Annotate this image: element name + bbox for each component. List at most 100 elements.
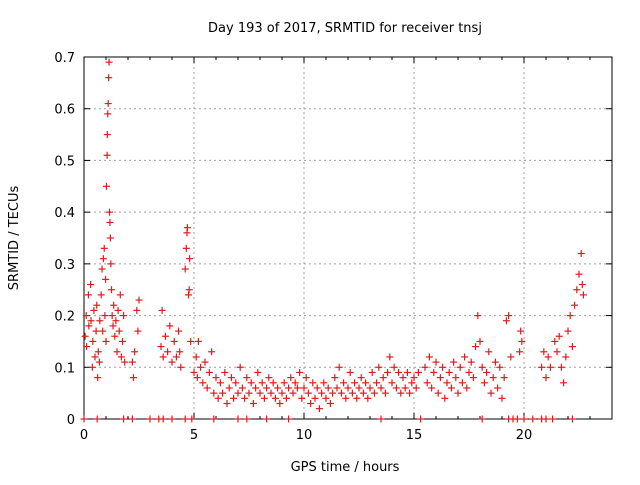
data-point [335, 363, 343, 371]
data-point [309, 379, 317, 387]
zero-point [181, 415, 189, 423]
data-point [540, 348, 548, 356]
data-point [101, 312, 109, 320]
zero-point [417, 415, 425, 423]
data-point [247, 379, 255, 387]
data-point [564, 327, 572, 335]
data-point [100, 244, 108, 252]
data-point [373, 379, 381, 387]
data-point [553, 348, 561, 356]
data-point [474, 312, 482, 320]
data-point [397, 389, 405, 397]
data-point [280, 379, 288, 387]
data-point [395, 368, 403, 376]
data-point [458, 379, 466, 387]
data-point [94, 348, 102, 356]
data-point [285, 384, 293, 392]
data-point [577, 250, 585, 258]
data-point [388, 379, 396, 387]
data-point [408, 379, 416, 387]
zero-point [568, 415, 576, 423]
data-point [232, 379, 240, 387]
data-point [447, 384, 455, 392]
data-point [348, 389, 356, 397]
data-point [225, 384, 233, 392]
data-point [117, 353, 125, 361]
data-point [87, 317, 95, 325]
data-point [94, 374, 102, 382]
data-point [498, 394, 506, 402]
data-point [168, 358, 176, 366]
data-point [478, 363, 486, 371]
zero-point [285, 415, 293, 423]
data-point [83, 343, 91, 351]
data-point [450, 358, 458, 366]
data-point [208, 348, 216, 356]
data-point [538, 363, 546, 371]
x-axis-title: GPS time / hours [291, 460, 400, 475]
data-point [95, 358, 103, 366]
zero-point [146, 415, 154, 423]
y-tick-label: 0 [67, 413, 75, 428]
data-points [80, 58, 587, 423]
data-point [88, 363, 96, 371]
data-point [115, 327, 123, 335]
data-point [494, 384, 502, 392]
data-point [463, 384, 471, 392]
zero-point [93, 415, 101, 423]
data-point [392, 384, 400, 392]
data-point [337, 389, 345, 397]
data-point [560, 379, 568, 387]
data-point [197, 363, 205, 371]
grid [84, 57, 612, 419]
data-point [92, 327, 100, 335]
data-point [386, 353, 394, 361]
data-point [105, 74, 113, 82]
data-point [193, 374, 201, 382]
data-point [454, 389, 462, 397]
data-point [82, 312, 90, 320]
data-point [172, 353, 180, 361]
x-tick-label: 5 [190, 428, 198, 443]
zero-point [549, 415, 557, 423]
data-point [104, 100, 112, 108]
data-point [245, 389, 253, 397]
data-point [557, 363, 565, 371]
chart-title: Day 193 of 2017, SRMTID for receiver tns… [208, 21, 482, 36]
data-point [107, 260, 115, 268]
data-point [311, 394, 319, 402]
data-point [298, 394, 306, 402]
data-point [103, 131, 111, 139]
data-point [428, 384, 436, 392]
data-point [351, 379, 359, 387]
data-point [274, 384, 282, 392]
data-point [175, 327, 183, 335]
data-point [434, 389, 442, 397]
data-point [313, 384, 321, 392]
data-point [106, 234, 114, 242]
data-point [221, 368, 229, 376]
data-point [223, 399, 231, 407]
zero-point [128, 415, 136, 423]
data-point [568, 343, 576, 351]
data-point [93, 301, 101, 309]
data-point [287, 374, 295, 382]
data-point [406, 389, 414, 397]
data-point [133, 306, 141, 314]
data-point [108, 312, 116, 320]
data-point [102, 182, 110, 190]
data-point [467, 358, 475, 366]
data-point [111, 332, 119, 340]
data-point [81, 332, 89, 340]
data-point [579, 291, 587, 299]
data-point [571, 301, 579, 309]
zero-point [377, 415, 385, 423]
data-point [364, 394, 372, 402]
data-point [491, 358, 499, 366]
data-point [131, 348, 139, 356]
data-point [161, 332, 169, 340]
data-point [108, 286, 115, 294]
zero-point [520, 415, 528, 423]
data-point [236, 363, 244, 371]
